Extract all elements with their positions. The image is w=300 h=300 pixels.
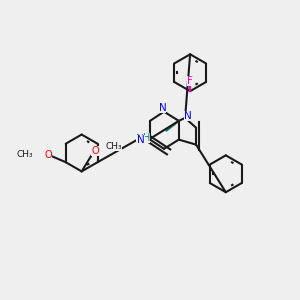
Text: CH₃: CH₃ <box>105 142 122 151</box>
Text: N: N <box>137 135 145 145</box>
Text: CH₃: CH₃ <box>16 150 33 159</box>
Text: F: F <box>187 76 193 86</box>
Text: N: N <box>184 111 191 122</box>
Text: N: N <box>136 134 144 144</box>
Text: N: N <box>159 103 167 113</box>
Text: O: O <box>45 150 52 160</box>
Text: O: O <box>91 146 99 156</box>
Text: H: H <box>143 133 150 143</box>
